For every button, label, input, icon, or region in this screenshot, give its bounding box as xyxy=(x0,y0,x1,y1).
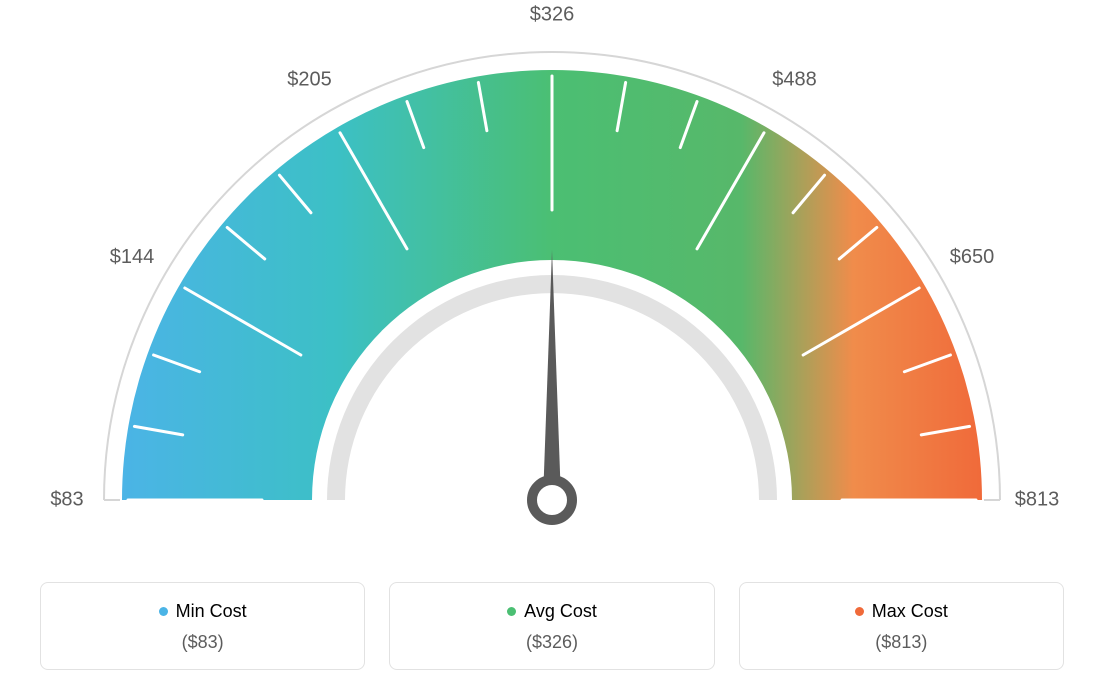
svg-text:$488: $488 xyxy=(772,68,817,90)
svg-text:$813: $813 xyxy=(1015,488,1060,510)
min-dot-icon xyxy=(159,607,168,616)
legend-min-value: ($83) xyxy=(51,632,354,653)
svg-text:$650: $650 xyxy=(950,246,995,268)
legend-min-label: Min Cost xyxy=(176,601,247,622)
svg-text:$326: $326 xyxy=(530,3,575,25)
legend-avg-value: ($326) xyxy=(400,632,703,653)
svg-text:$83: $83 xyxy=(50,488,83,510)
legend-row: Min Cost ($83) Avg Cost ($326) Max Cost … xyxy=(40,582,1064,670)
legend-avg-label: Avg Cost xyxy=(524,601,597,622)
legend-card-max: Max Cost ($813) xyxy=(739,582,1064,670)
max-dot-icon xyxy=(855,607,864,616)
svg-text:$144: $144 xyxy=(110,246,155,268)
cost-gauge-widget: $83 $144 $205 $326 $488 $650 $813 Min Cost ($8… xyxy=(0,0,1104,690)
legend-card-avg: Avg Cost ($326) xyxy=(389,582,714,670)
svg-text:$205: $205 xyxy=(287,68,332,90)
legend-max-label: Max Cost xyxy=(872,601,948,622)
gauge-chart: $83 $144 $205 $326 $488 $650 $813 xyxy=(0,0,1104,560)
legend-card-min: Min Cost ($83) xyxy=(40,582,365,670)
legend-max-value: ($813) xyxy=(750,632,1053,653)
avg-dot-icon xyxy=(507,607,516,616)
